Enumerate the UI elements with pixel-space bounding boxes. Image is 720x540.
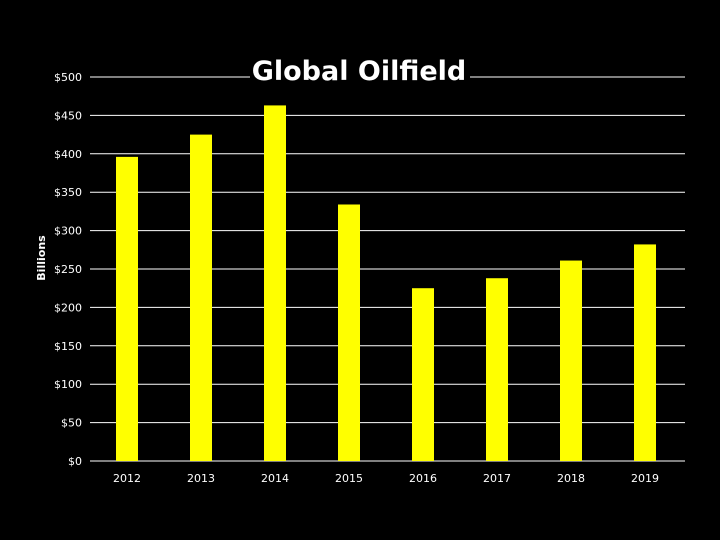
x-tick-label: 2013 (187, 472, 215, 485)
bar-2016 (412, 288, 434, 461)
y-tick-label: $0 (68, 455, 82, 468)
y-tick-label: $250 (54, 263, 82, 276)
bar-2019 (634, 244, 656, 461)
x-tick-label: 2015 (335, 472, 363, 485)
x-tick-labels: 2012 2013 2014 2015 2016 2017 2018 2019 (113, 472, 659, 485)
bar-2017 (486, 278, 508, 461)
x-tick-label: 2016 (409, 472, 437, 485)
x-tick-label: 2018 (557, 472, 585, 485)
x-tick-label: 2019 (631, 472, 659, 485)
x-tick-label: 2012 (113, 472, 141, 485)
y-tick-label: $200 (54, 301, 82, 314)
y-tick-label: $400 (54, 148, 82, 161)
title-background (250, 52, 470, 82)
bar-2014 (264, 105, 286, 461)
bar-2012 (116, 156, 138, 461)
bar-2018 (560, 260, 582, 461)
x-tick-label: 2017 (483, 472, 511, 485)
y-axis-label: Billions (35, 235, 48, 281)
y-tick-label: $150 (54, 340, 82, 353)
bars (116, 105, 656, 461)
bar-2015 (338, 204, 360, 461)
y-tick-label: $300 (54, 225, 82, 238)
gridlines (90, 76, 685, 462)
y-tick-label: $100 (54, 378, 82, 391)
y-tick-label: $450 (54, 109, 82, 122)
bar-2013 (190, 134, 212, 461)
y-tick-labels: $0 $50 $100 $150 $200 $250 $300 $350 $400 $450 $50… (54, 71, 82, 468)
y-tick-label: $350 (54, 186, 82, 199)
y-tick-label: $500 (54, 71, 82, 84)
x-tick-label: 2014 (261, 472, 289, 485)
chart-title: Global Oilfield (252, 56, 467, 87)
y-tick-label: $50 (61, 417, 82, 430)
